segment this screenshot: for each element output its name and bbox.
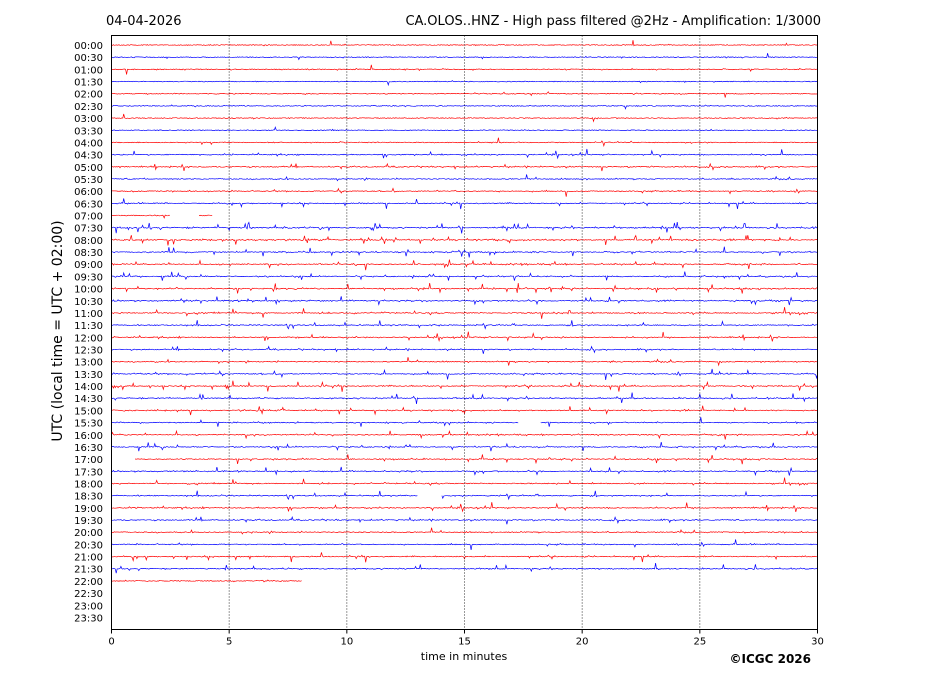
trace-row (111, 357, 818, 367)
trace-row (111, 539, 818, 550)
chart-title: CA.OLOS..HNZ - High pass filtered @2Hz -… (405, 14, 821, 29)
trace-row (111, 91, 818, 98)
trace-row (111, 562, 818, 574)
trace-row (134, 454, 818, 465)
trace-row (111, 187, 818, 197)
trace-row (111, 137, 818, 148)
row-label: 11:30 (74, 321, 103, 332)
x-tick-label: 15 (458, 637, 471, 648)
trace-row (111, 296, 818, 306)
trace-row (111, 477, 818, 487)
x-axis-ticks: 0 5 10 15 20 25 30 (108, 629, 824, 648)
trace-row (111, 104, 818, 110)
trace-row (111, 345, 818, 354)
row-label: 00:00 (74, 41, 103, 52)
row-label: 22:30 (74, 589, 103, 600)
row-label: 01:00 (74, 65, 103, 76)
trace-row (111, 162, 818, 172)
row-label: 12:30 (74, 346, 103, 357)
trace-row (111, 516, 818, 525)
row-label: 04:30 (74, 151, 103, 162)
row-label: 19:00 (74, 504, 103, 515)
vertical-gridlines (228, 35, 701, 630)
row-label: 21:30 (74, 565, 103, 576)
row-label: 18:30 (74, 492, 103, 503)
x-tick-label: 25 (693, 637, 706, 648)
row-label: 15:00 (74, 406, 103, 417)
row-label: 21:00 (74, 553, 103, 564)
trace-row (111, 113, 818, 123)
row-label: 08:00 (74, 236, 103, 247)
row-label: 20:00 (74, 528, 103, 539)
row-label: 03:00 (74, 114, 103, 125)
trace-row (111, 368, 818, 380)
row-label: 18:00 (74, 479, 103, 490)
x-tick-label: 0 (108, 637, 114, 648)
row-label: 17:30 (74, 467, 103, 478)
row-label: 07:00 (74, 212, 103, 223)
trace-row (111, 392, 818, 405)
date-label: 04-04-2026 (106, 14, 182, 29)
row-label: 06:30 (74, 199, 103, 210)
trace-row (111, 331, 818, 342)
row-label: 23:00 (74, 601, 103, 612)
row-label: 07:30 (74, 224, 103, 235)
trace-row (111, 417, 818, 427)
trace-row (111, 214, 213, 219)
row-label: 12:00 (74, 333, 103, 344)
row-label: 06:00 (74, 187, 103, 198)
row-label: 09:00 (74, 260, 103, 271)
row-label: 03:30 (74, 126, 103, 137)
row-label: 10:00 (74, 285, 103, 296)
trace-row (111, 490, 818, 501)
row-label: 11:00 (74, 309, 103, 320)
row-label: 05:30 (74, 175, 103, 186)
row-label: 13:00 (74, 358, 103, 369)
trace-row (111, 380, 818, 392)
trace-row (111, 148, 818, 160)
row-label: 02:30 (74, 102, 103, 113)
trace-row (111, 579, 302, 583)
row-label: 10:30 (74, 297, 103, 308)
row-label: 23:30 (74, 613, 103, 624)
row-label: 19:30 (74, 516, 103, 527)
row-label: 14:30 (74, 394, 103, 405)
y-axis-label: UTC (local time = UTC + 02:00) (50, 220, 66, 441)
x-tick-label: 5 (226, 637, 232, 648)
trace-row (111, 527, 818, 535)
trace-row (111, 320, 818, 330)
row-label: 02:00 (74, 90, 103, 101)
row-label: 14:00 (74, 382, 103, 393)
row-label: 04:00 (74, 138, 103, 149)
row-label: 05:00 (74, 163, 103, 174)
trace-row (111, 552, 818, 563)
x-tick-label: 30 (811, 637, 824, 648)
row-label: 20:30 (74, 540, 103, 551)
copyright-label: ©ICGC 2026 (729, 652, 811, 666)
x-tick-label: 20 (576, 637, 589, 648)
row-label: 09:30 (74, 272, 103, 283)
x-axis-label: time in minutes (421, 650, 508, 663)
row-label: 01:30 (74, 78, 103, 89)
row-label: 13:30 (74, 370, 103, 381)
row-label: 00:30 (74, 53, 103, 64)
row-label: 08:30 (74, 248, 103, 259)
trace-row (111, 126, 818, 132)
row-label: 16:00 (74, 431, 103, 442)
row-label: 17:00 (74, 455, 103, 466)
row-label: 15:30 (74, 419, 103, 430)
row-label: 22:00 (74, 577, 103, 588)
row-label: 16:30 (74, 443, 103, 454)
trace-row (111, 174, 818, 182)
x-tick-label: 10 (340, 637, 353, 648)
